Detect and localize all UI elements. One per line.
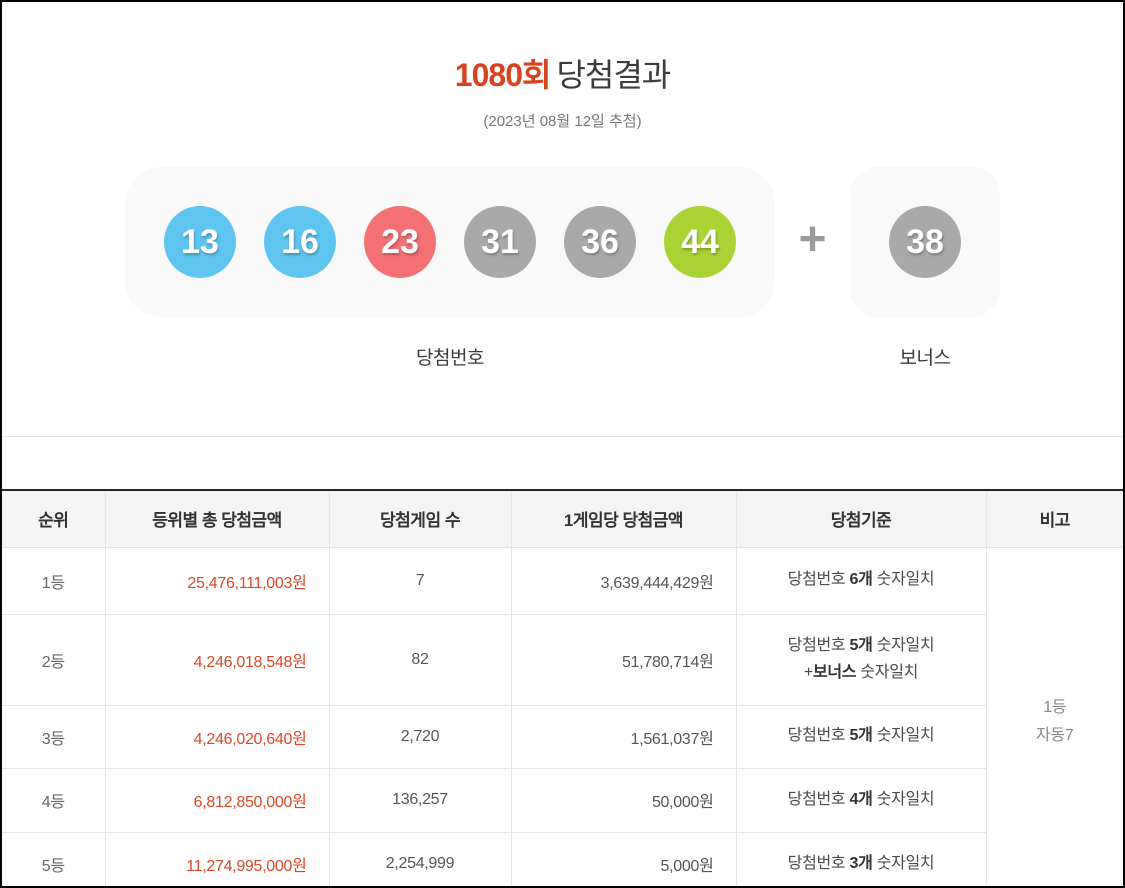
game-count-cell: 82 <box>328 614 511 706</box>
criteria-text: 숫자일치 <box>872 571 935 589</box>
criteria-text: 숫자일치 <box>872 637 935 655</box>
criteria-text: 숫자일치 <box>872 727 935 745</box>
game-count-cell: 2,254,999 <box>328 832 511 886</box>
per-game-amount-cell: 50,000원 <box>510 768 736 833</box>
ball-number: 36 <box>581 222 619 261</box>
criteria-cell: 당첨번호 5개 숫자일치 <box>735 705 986 769</box>
total-amount-cell: 6,812,850,000원 <box>104 768 329 833</box>
total-amount-cell: 4,246,018,548원 <box>104 614 329 706</box>
ball-number: 38 <box>906 222 944 261</box>
bonus-number-group: 38 보너스 <box>850 167 1000 370</box>
draw-numbers-section: 13 16 23 31 36 44 당첨번호 + 38 보너스 <box>2 167 1123 370</box>
criteria-bold-text: 보너스 <box>812 663 857 681</box>
result-header: 1080회 당첨결과 (2023년 08월 12일 추첨) <box>2 2 1123 131</box>
ball-number: 31 <box>481 222 519 261</box>
criteria-cell: 당첨번호 6개 숫자일치 <box>735 547 986 615</box>
table-row: 1등 25,476,111,003원 7 3,639,444,429원 당첨번호… <box>2 547 1123 886</box>
plus-icon: + <box>798 213 827 266</box>
per-game-amount-cell: 51,780,714원 <box>510 614 736 706</box>
header-rank: 순위 <box>2 489 105 548</box>
header-remark: 비고 <box>985 489 1123 548</box>
round-number: 1080회 <box>454 57 552 93</box>
ball-number: 23 <box>381 222 419 261</box>
winning-ball-5: 36 <box>564 206 636 278</box>
total-amount-cell: 11,274,995,000원 <box>104 832 329 886</box>
criteria-bold-text: 6개 <box>849 571 873 589</box>
game-count-cell: 7 <box>328 547 511 615</box>
total-amount-cell: 25,476,111,003원 <box>104 547 329 615</box>
ball-number: 13 <box>181 222 219 261</box>
game-count-cell: 136,257 <box>328 768 511 833</box>
per-game-amount-cell: 1,561,037원 <box>510 705 736 769</box>
table-header-row: 순위 등위별 총 당첨금액 당첨게임 수 1게임당 당첨금액 당첨기준 비고 <box>2 489 1123 548</box>
criteria-cell: 당첨번호 5개 숫자일치 +보너스 숫자일치 <box>735 614 986 706</box>
table-row: 2등 4,246,018,548원 82 51,780,714원 당첨번호 5개… <box>2 614 1123 706</box>
title-text: 당첨결과 <box>556 57 671 93</box>
remark-line: 1등 <box>1043 698 1067 716</box>
criteria-bold-text: 4개 <box>849 790 873 808</box>
winning-ball-1: 13 <box>164 206 236 278</box>
page-title: 1080회 당첨결과 <box>2 50 1123 96</box>
table-row: 5등 11,274,995,000원 2,254,999 5,000원 당첨번호… <box>2 832 1123 886</box>
rank-cell: 4등 <box>2 768 105 833</box>
table-row: 3등 4,246,020,640원 2,720 1,561,037원 당첨번호 … <box>2 705 1123 769</box>
winning-ball-6: 44 <box>664 206 736 278</box>
ball-number: 44 <box>681 222 719 261</box>
header-per-game-amount: 1게임당 당첨금액 <box>510 489 736 548</box>
criteria-cell: 당첨번호 4개 숫자일치 <box>735 768 986 833</box>
winning-ball-4: 31 <box>464 206 536 278</box>
winning-ball-3: 23 <box>364 206 436 278</box>
section-divider <box>2 436 1123 437</box>
criteria-text: 당첨번호 <box>787 571 850 589</box>
bonus-number-panel: 38 <box>850 167 1000 317</box>
rank-cell: 2등 <box>2 614 105 706</box>
bonus-label: 보너스 <box>899 348 951 369</box>
winning-numbers-panel: 13 16 23 31 36 44 <box>125 167 775 317</box>
criteria-text: 숫자일치 <box>872 790 935 808</box>
criteria-text: 숫자일치 <box>856 663 919 681</box>
header-total-amount: 등위별 총 당첨금액 <box>104 489 329 548</box>
criteria-line: +보너스 숫자일치 <box>737 660 986 686</box>
table-row: 4등 6,812,850,000원 136,257 50,000원 당첨번호 4… <box>2 768 1123 833</box>
draw-date: (2023년 08월 12일 추첨) <box>483 113 642 130</box>
winning-numbers-label: 당첨번호 <box>416 348 484 369</box>
criteria-line: 당첨번호 5개 숫자일치 <box>737 633 986 659</box>
rank-cell: 5등 <box>2 832 105 886</box>
winning-ball-2: 16 <box>264 206 336 278</box>
criteria-text: 당첨번호 <box>787 727 850 745</box>
winning-numbers-group: 13 16 23 31 36 44 당첨번호 <box>125 167 775 370</box>
rank-cell: 3등 <box>2 705 105 769</box>
criteria-bold-text: 5개 <box>849 637 873 655</box>
prize-table: 순위 등위별 총 당첨금액 당첨게임 수 1게임당 당첨금액 당첨기준 비고 1… <box>2 489 1123 886</box>
bonus-ball: 38 <box>889 206 961 278</box>
criteria-text: 숫자일치 <box>872 854 935 872</box>
remark-line: 자동7 <box>1036 726 1074 744</box>
per-game-amount-cell: 5,000원 <box>510 832 736 886</box>
criteria-bold-text: 3개 <box>849 854 873 872</box>
per-game-amount-cell: 3,639,444,429원 <box>510 547 736 615</box>
total-amount-cell: 4,246,020,640원 <box>104 705 329 769</box>
header-criteria: 당첨기준 <box>735 489 986 548</box>
criteria-text: 당첨번호 <box>787 637 850 655</box>
rank-cell: 1등 <box>2 547 105 615</box>
criteria-bold-text: 5개 <box>849 727 873 745</box>
header-game-count: 당첨게임 수 <box>328 489 511 548</box>
criteria-text: 당첨번호 <box>787 854 850 872</box>
remark-cell: 1등 자동7 <box>985 547 1123 886</box>
game-count-cell: 2,720 <box>328 705 511 769</box>
criteria-text: + <box>803 663 813 681</box>
ball-number: 16 <box>281 222 319 261</box>
criteria-text: 당첨번호 <box>787 790 850 808</box>
criteria-cell: 당첨번호 3개 숫자일치 <box>735 832 986 886</box>
